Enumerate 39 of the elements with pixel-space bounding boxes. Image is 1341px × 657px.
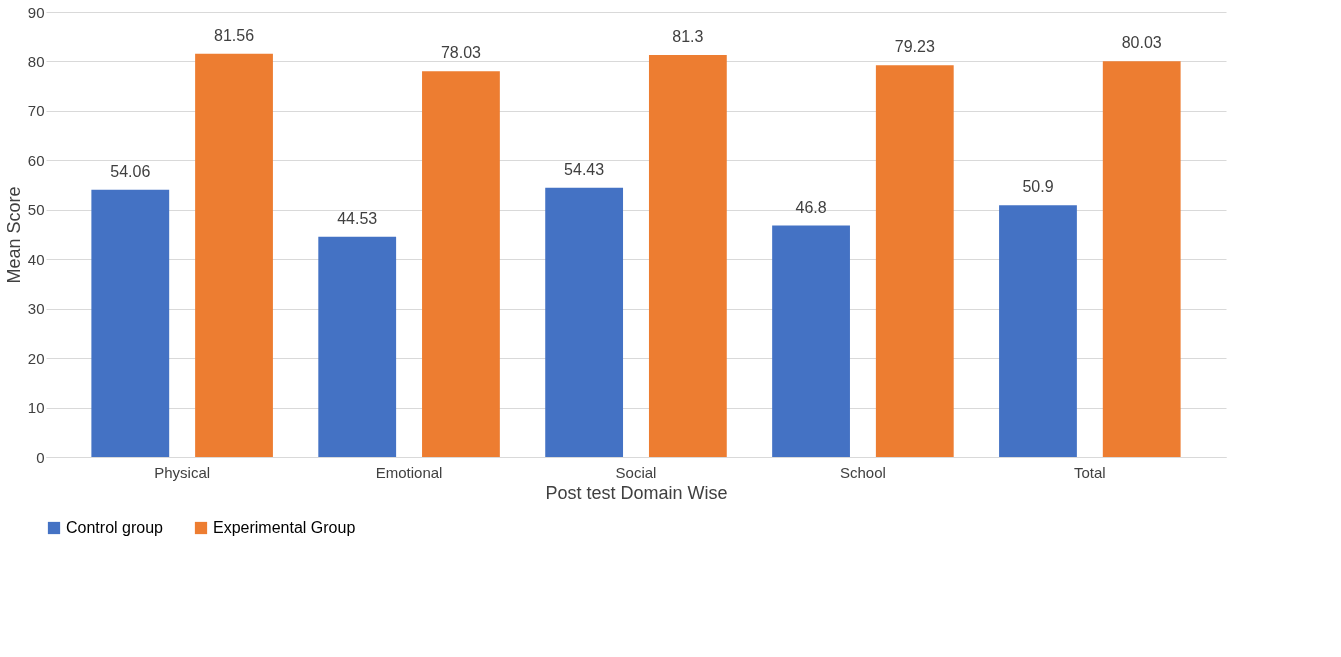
data-label: 78.03 bbox=[440, 44, 482, 62]
legend-label: Experimental Group bbox=[213, 519, 356, 536]
bar bbox=[999, 205, 1077, 457]
bar bbox=[875, 65, 954, 457]
y-tick-label: 70 bbox=[27, 102, 45, 120]
y-axis-title: Mean Score bbox=[3, 186, 24, 284]
data-label: 50.9 bbox=[1022, 178, 1054, 196]
y-tick-label: 20 bbox=[27, 349, 45, 367]
x-tick-label: Physical bbox=[154, 463, 211, 481]
y-tick-label: 10 bbox=[27, 399, 45, 417]
y-tick-label: 80 bbox=[27, 52, 45, 70]
y-tick-label: 60 bbox=[27, 151, 45, 169]
x-tick-label: Emotional bbox=[375, 463, 443, 481]
y-tick-label: 30 bbox=[27, 300, 45, 318]
data-label: 81.56 bbox=[214, 26, 255, 44]
bar bbox=[91, 189, 170, 457]
data-label: 44.53 bbox=[337, 209, 378, 227]
bar bbox=[1102, 61, 1181, 457]
data-label: 80.03 bbox=[1121, 34, 1162, 52]
x-axis-title: Post test Domain Wise bbox=[545, 482, 728, 503]
y-tick-label: 40 bbox=[27, 250, 45, 268]
data-label: 54.06 bbox=[110, 162, 151, 180]
bar bbox=[318, 236, 397, 457]
bar bbox=[545, 187, 624, 457]
y-tick-label: 90 bbox=[27, 3, 45, 21]
legend-label: Control group bbox=[66, 519, 164, 536]
bar bbox=[648, 55, 727, 457]
data-label: 54.43 bbox=[564, 160, 605, 178]
data-label: 81.3 bbox=[672, 28, 704, 46]
x-tick-label: Social bbox=[615, 463, 657, 481]
y-tick-label: 50 bbox=[27, 201, 45, 219]
data-label: 46.8 bbox=[795, 198, 827, 216]
x-tick-label: School bbox=[839, 463, 886, 481]
bar bbox=[772, 225, 850, 457]
data-label: 79.23 bbox=[894, 38, 935, 56]
bar bbox=[422, 71, 500, 457]
y-tick-label: 0 bbox=[36, 448, 45, 466]
x-tick-label: Total bbox=[1074, 463, 1106, 481]
bar bbox=[195, 53, 273, 457]
